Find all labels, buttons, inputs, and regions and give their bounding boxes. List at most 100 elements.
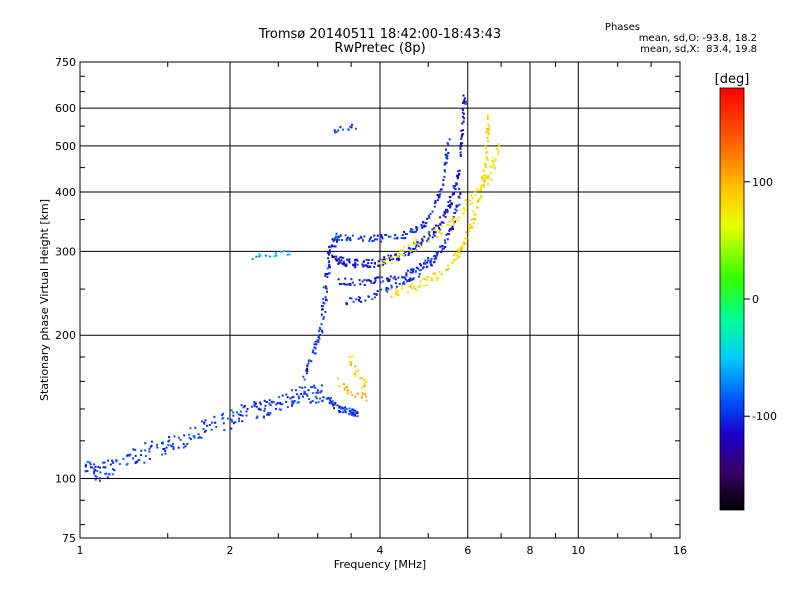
data-point — [321, 331, 324, 334]
data-point — [156, 446, 159, 449]
data-point — [426, 265, 429, 268]
data-point — [349, 391, 352, 394]
data-point — [383, 260, 386, 263]
data-point — [290, 389, 293, 392]
data-point — [351, 123, 353, 126]
data-point — [489, 172, 492, 175]
data-point — [104, 466, 107, 469]
data-point — [452, 217, 455, 220]
data-point — [429, 262, 432, 265]
data-point — [312, 392, 315, 395]
data-point — [343, 407, 346, 410]
data-point — [170, 445, 173, 448]
data-point — [482, 169, 485, 172]
data-point — [455, 182, 458, 185]
y-axis-label: Stationary phase Virtual Height [km] — [38, 199, 51, 401]
y-tick-label: 100 — [55, 473, 76, 486]
data-point — [192, 435, 195, 438]
data-point — [447, 143, 450, 146]
data-point — [412, 231, 415, 234]
data-point — [425, 222, 427, 224]
data-point — [389, 288, 392, 290]
data-point — [484, 147, 487, 150]
data-point — [353, 284, 356, 287]
grid-lines — [80, 62, 680, 538]
data-point — [429, 213, 432, 215]
data-point — [348, 407, 351, 410]
data-point — [485, 156, 488, 159]
data-point — [274, 407, 277, 410]
data-point — [197, 436, 200, 439]
data-point — [148, 457, 151, 460]
data-point — [328, 271, 331, 274]
data-point — [230, 409, 233, 412]
data-point — [317, 401, 320, 404]
data-point — [368, 238, 371, 241]
data-point — [281, 394, 284, 397]
data-point — [457, 176, 459, 179]
data-point — [164, 452, 167, 455]
data-point — [442, 179, 445, 182]
data-point — [186, 443, 189, 445]
data-point — [474, 190, 477, 193]
data-point — [239, 414, 242, 417]
data-point — [484, 162, 487, 165]
data-point — [434, 258, 437, 261]
data-point — [237, 413, 240, 416]
data-point — [398, 282, 401, 285]
data-point — [435, 256, 438, 259]
data-point — [354, 263, 357, 266]
data-point — [435, 251, 438, 254]
data-point — [226, 417, 229, 420]
data-point — [426, 239, 429, 242]
data-point — [291, 396, 294, 399]
data-point — [189, 438, 192, 441]
data-point — [419, 269, 422, 272]
data-point — [326, 275, 329, 278]
data-point — [424, 225, 427, 228]
data-point — [411, 244, 414, 247]
data-point — [432, 231, 435, 233]
data-point — [335, 259, 338, 262]
data-point — [314, 352, 317, 355]
data-point — [356, 263, 359, 266]
data-point — [168, 436, 171, 438]
data-point — [443, 175, 446, 178]
data-point — [337, 258, 340, 261]
data-point — [354, 409, 356, 412]
data-point — [457, 255, 460, 258]
data-point — [320, 384, 323, 387]
data-point — [360, 396, 363, 399]
data-point — [184, 445, 187, 448]
data-point — [471, 197, 474, 199]
data-point — [375, 293, 378, 295]
data-point — [182, 443, 185, 445]
data-point — [415, 266, 418, 269]
x-tick-label: 16 — [673, 544, 687, 557]
data-point — [453, 187, 456, 189]
data-point — [144, 455, 147, 458]
data-point — [336, 235, 339, 238]
data-point — [487, 175, 490, 178]
data-point — [418, 269, 421, 272]
data-point — [448, 138, 451, 141]
data-point — [415, 244, 418, 247]
data-point — [337, 262, 340, 265]
data-point — [111, 459, 114, 462]
data-point — [200, 436, 203, 439]
data-point — [399, 252, 402, 255]
data-point — [452, 216, 455, 218]
data-point — [459, 147, 462, 150]
data-point — [379, 281, 382, 284]
data-point — [415, 238, 418, 241]
data-point — [350, 363, 353, 366]
data-point — [204, 419, 207, 422]
data-point — [438, 190, 441, 193]
data-point — [286, 406, 289, 409]
colorbar-ticks: 100 0 -100 — [744, 176, 777, 423]
data-point — [326, 290, 328, 293]
data-point — [363, 284, 366, 286]
data-point — [305, 393, 308, 396]
data-point — [268, 399, 271, 402]
